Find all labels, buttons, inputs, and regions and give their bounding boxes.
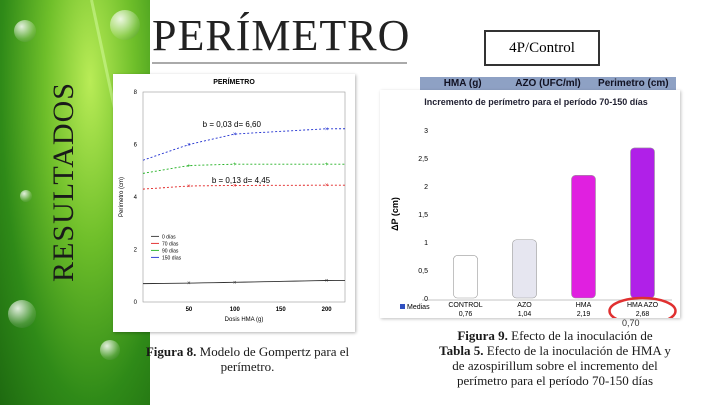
bar-chart-svg: Incremento de perímetro para el período … bbox=[390, 97, 677, 326]
bar-value-label: 2,68 bbox=[636, 311, 650, 318]
series-line bbox=[142, 128, 345, 161]
water-drop bbox=[8, 300, 36, 328]
page-title: PERÍMETRO bbox=[152, 11, 411, 60]
figure-9-line4: perímetro para el período 70-150 días bbox=[456, 373, 653, 388]
side-title: RESULTADOS bbox=[46, 30, 82, 335]
bar-y-tick-label: 0 bbox=[424, 296, 428, 303]
figure-9-line2: Efecto de la inoculación de HMA y bbox=[486, 343, 671, 358]
gompertz-title: PERÍMETRO bbox=[213, 77, 255, 86]
bar-value-label: 2,19 bbox=[577, 311, 591, 318]
bar-y-tick-label: 2,5 bbox=[418, 156, 428, 163]
bar-y-tick-label: 1,5 bbox=[418, 212, 428, 219]
bar-category-label: HMA bbox=[576, 302, 592, 309]
bar-y-tick-label: 1 bbox=[424, 240, 428, 247]
water-drop bbox=[110, 10, 140, 40]
plot-frame bbox=[142, 91, 346, 303]
x-tick-label: 200 bbox=[322, 307, 333, 313]
data-point: × bbox=[325, 127, 329, 133]
y-tick-label: 4 bbox=[134, 195, 138, 201]
x-tick-label: 150 bbox=[276, 307, 287, 313]
table-header-azo: AZO (UFC/ml) bbox=[515, 78, 581, 89]
legend-entry: 70 días bbox=[162, 241, 179, 247]
figure-9-line1: Efecto de la inoculación de bbox=[511, 328, 653, 343]
x-tick-label: 50 bbox=[186, 307, 193, 313]
bar bbox=[571, 175, 596, 299]
side-title-text: RESULTADOS bbox=[47, 82, 80, 282]
y-tick-label: 0 bbox=[134, 300, 138, 306]
data-point: × bbox=[233, 280, 237, 286]
table-header-perimetro: Perimetro (cm) bbox=[598, 78, 669, 89]
y-tick-label: 8 bbox=[134, 90, 138, 96]
water-drop bbox=[14, 20, 36, 42]
bar-value-label: 0,76 bbox=[459, 311, 473, 318]
figure-9-line3: de azospirillum sobre el incremento del bbox=[452, 358, 658, 373]
figure-8-caption: Figura 8. Modelo de Gompertz para el per… bbox=[125, 344, 370, 374]
legend-swatch bbox=[400, 304, 405, 309]
y-tick-label: 6 bbox=[134, 143, 138, 149]
title-underline bbox=[152, 62, 407, 64]
control-badge: 4P/Control bbox=[484, 30, 600, 66]
legend-entry: 150 días bbox=[162, 255, 182, 261]
figure-9-label: Figura 9. bbox=[457, 328, 508, 343]
bar-category-label: CONTROL bbox=[448, 302, 482, 309]
bar-y-tick-label: 2 bbox=[424, 184, 428, 191]
figure-9-caption: Figura 9. Efecto de la inoculación de Ta… bbox=[395, 328, 715, 388]
water-drop bbox=[100, 340, 120, 360]
y-tick-label: 2 bbox=[134, 248, 138, 254]
bar-chart-title: Incremento de perímetro para el período … bbox=[424, 97, 648, 107]
x-axis-label: Dosis HMA (g) bbox=[225, 317, 264, 323]
table-header-row: HMA (g) AZO (UFC/ml) Perimetro (cm) bbox=[420, 77, 676, 90]
data-point: + bbox=[187, 164, 191, 170]
bar-chart: Incremento de perímetro para el período … bbox=[380, 90, 680, 326]
bar bbox=[630, 147, 655, 299]
data-point: × bbox=[187, 184, 191, 190]
gompertz-chart: PERÍMETRO 0 2 4 6 8 50 100 150 200 Dosis HMA (g) Pe… bbox=[113, 74, 355, 332]
x-tick-label: 100 bbox=[230, 307, 241, 313]
data-point: × bbox=[187, 143, 191, 149]
legend-entry: 0 días bbox=[162, 234, 176, 240]
data-point: + bbox=[233, 162, 237, 168]
gompertz-chart-svg: PERÍMETRO 0 2 4 6 8 50 100 150 200 Dosis HMA (g) Pe… bbox=[119, 77, 346, 323]
legend-entry: 90 días bbox=[162, 248, 179, 254]
bar bbox=[453, 255, 478, 299]
stray-label: 0,70 bbox=[622, 318, 640, 328]
annotation-150-days: b = 0,03 d= 6,60 bbox=[203, 120, 262, 129]
data-point: × bbox=[187, 281, 191, 287]
series-line bbox=[142, 163, 345, 174]
table-header-hma: HMA (g) bbox=[443, 78, 482, 89]
bar-category-label: AZO bbox=[517, 302, 532, 309]
annotation-70-days: b = 0,13 d= 4,45 bbox=[212, 176, 271, 185]
y-axis-label: Perímetro (cm) bbox=[119, 177, 125, 217]
data-point: × bbox=[325, 278, 329, 284]
bar-y-tick-label: 0,5 bbox=[418, 268, 428, 275]
series-line bbox=[142, 184, 345, 190]
bar-value-label: 1,04 bbox=[518, 311, 532, 318]
bar-y-axis-label: ΔP (cm) bbox=[390, 197, 400, 231]
water-drop bbox=[20, 190, 32, 202]
table-5-label: Tabla 5. bbox=[439, 343, 484, 358]
bar bbox=[512, 239, 537, 299]
data-point: + bbox=[325, 162, 329, 168]
bar-legend: Medias bbox=[407, 304, 430, 311]
data-point: × bbox=[325, 183, 329, 189]
bar-y-tick-label: 3 bbox=[424, 128, 428, 135]
figure-8-label: Figura 8. bbox=[145, 344, 197, 359]
series-line bbox=[142, 280, 345, 285]
data-point: × bbox=[233, 132, 237, 138]
data-point: × bbox=[233, 183, 237, 189]
figure-8-text: Modelo de Gompertz para el perímetro. bbox=[199, 344, 350, 374]
bar-category-label: HMA AZO bbox=[627, 302, 659, 309]
